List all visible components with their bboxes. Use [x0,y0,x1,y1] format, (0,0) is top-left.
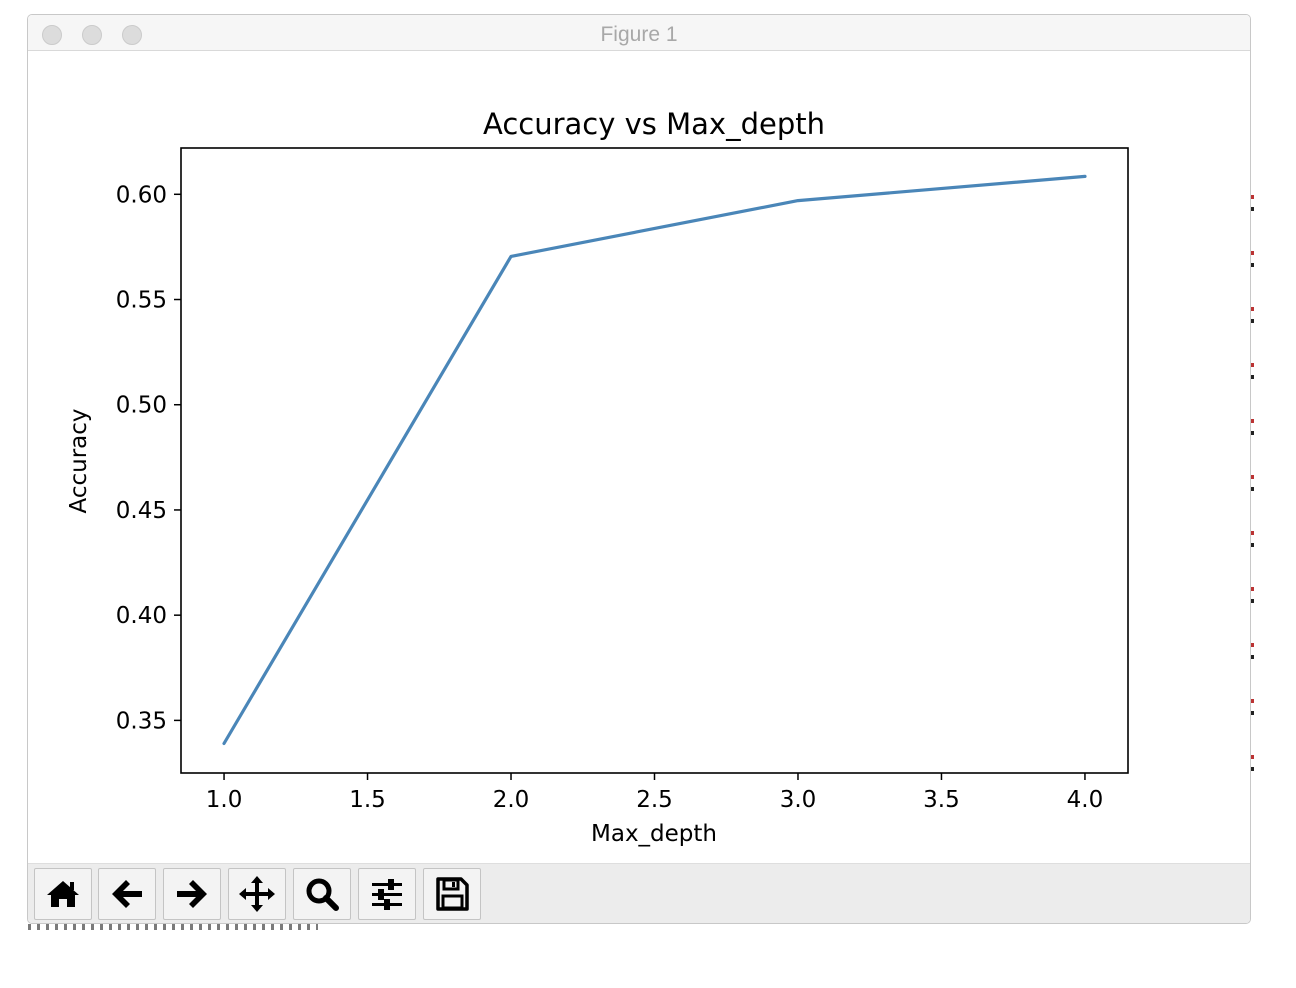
y-tick-label: 0.45 [116,498,167,524]
y-tick-label: 0.55 [116,288,167,314]
zoom-button[interactable] [293,868,351,920]
minimize-window-button[interactable] [82,25,102,45]
y-tick-label: 0.50 [116,393,167,419]
magnifier-icon [306,878,339,911]
configure-subplots-button[interactable] [358,868,416,920]
series-layer [222,174,1087,746]
pan-button[interactable] [228,868,286,920]
save-button[interactable] [423,868,481,920]
arrow-left-icon [112,880,142,908]
x-axis-label: Max_depth [591,821,717,847]
x-tick-label: 1.0 [206,787,243,813]
x-tick-label: 3.0 [780,787,817,813]
title-bar: Figure 1 [28,15,1250,51]
x-tick-label: 2.5 [636,787,673,813]
x-tick-label: 2.0 [493,787,530,813]
x-tick-label: 3.5 [923,787,960,813]
navigation-toolbar [28,863,1250,923]
chart-title: Accuracy vs Max_depth [483,107,825,141]
forward-button[interactable] [163,868,221,920]
x-tick-label: 1.5 [349,787,386,813]
y-axis-label: Accuracy [66,408,92,513]
background-text-fragment [28,924,318,930]
plot-area [180,147,1129,774]
home-icon [47,881,79,907]
y-axis: 0.35 0.40 0.45 0.50 0.55 0.60 [116,182,181,734]
close-window-button[interactable] [42,25,62,45]
move-icon [239,876,275,912]
x-axis: 1.0 1.5 2.0 2.5 3.0 3.5 4.0 [206,773,1103,813]
sliders-icon [372,879,402,910]
background-window-edge [1251,155,1254,775]
series-line [222,174,1087,746]
x-tick-label: 4.0 [1067,787,1104,813]
zoom-window-button[interactable] [122,25,142,45]
back-button[interactable] [98,868,156,920]
y-tick-label: 0.60 [116,182,167,208]
y-tick-label: 0.40 [116,603,167,629]
arrow-right-icon [177,880,207,908]
floppy-disk-icon [436,877,469,911]
y-tick-label: 0.35 [116,708,167,734]
window-title: Figure 1 [600,23,678,46]
home-button[interactable] [34,868,92,920]
